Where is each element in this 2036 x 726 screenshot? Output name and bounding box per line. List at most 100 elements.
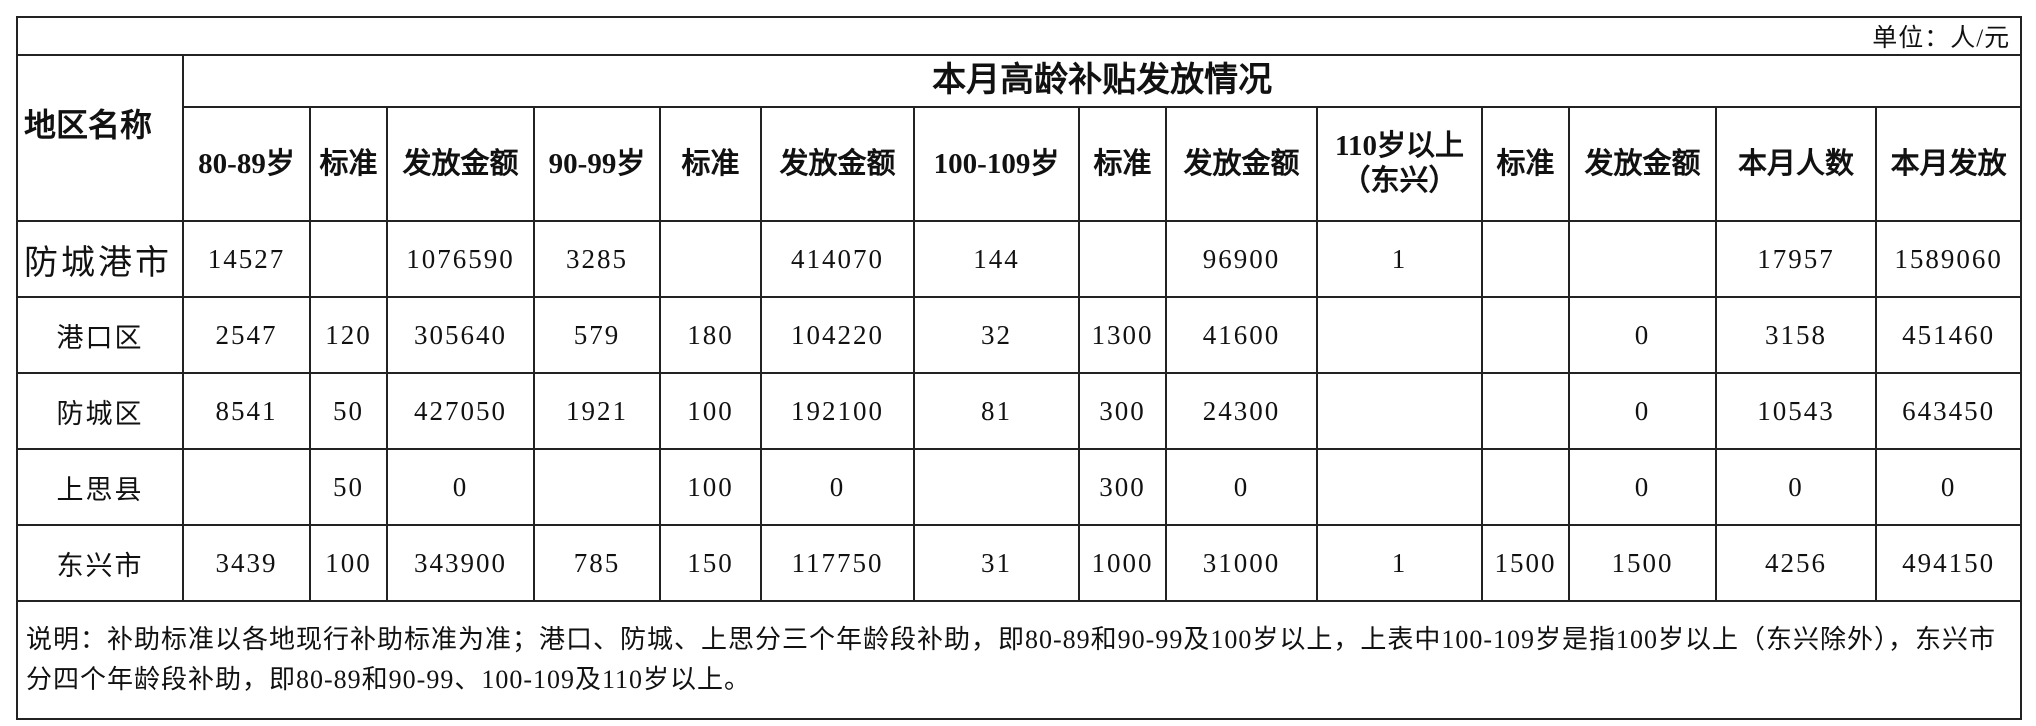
table-cell: 0 (1568, 296, 1717, 374)
table-cell: 414070 (760, 220, 915, 298)
table-cell: 96900 (1165, 220, 1318, 298)
column-header: 90-99岁 (533, 106, 661, 222)
column-header: 本月人数 (1715, 106, 1877, 222)
data-row: 港口区 2547 120 305640 579 180 104220 32 1300 41600 0… (16, 296, 2023, 374)
table-cell: 24300 (1165, 372, 1318, 450)
region-name: 港口区 (16, 296, 184, 374)
table-cell: 41600 (1165, 296, 1318, 374)
data-row: 防城港市 14527 1076590 3285 414070 144 96900 1 17957… (16, 220, 2023, 298)
table-cell: 100 (659, 448, 762, 526)
table-cell: 1500 (1568, 524, 1717, 602)
column-header: 地区名称 (16, 54, 184, 222)
table-cell: 14527 (182, 220, 311, 298)
table-cell: 1589060 (1874, 220, 2023, 298)
table-cell: 4256 (1715, 524, 1877, 602)
note-text: 说明：补助标准以各地现行补助标准为准；港口、防城、上思分三个年龄段补助，即80-… (15, 600, 2023, 720)
table-cell (533, 448, 661, 526)
table-cell (1481, 372, 1570, 450)
h1-row: 地区名称 本月高龄补贴发放情况 (16, 54, 2023, 222)
region-name: 东兴市 (16, 524, 184, 602)
region-name: 防城区 (16, 372, 184, 450)
table-title: 本月高龄补贴发放情况 (181, 54, 2023, 108)
column-header: 100-109岁 (913, 106, 1080, 222)
table-cell: 100 (309, 524, 388, 602)
table-cell (1481, 448, 1570, 526)
region-name: 防城港市 (16, 220, 184, 298)
table-cell: 1076590 (386, 220, 535, 298)
table-cell (182, 448, 311, 526)
table-cell: 192100 (760, 372, 915, 450)
table-cell: 643450 (1874, 372, 2023, 450)
column-header: 发放金额 (1568, 106, 1717, 222)
table-cell: 0 (1568, 448, 1717, 526)
table-cell (1316, 448, 1483, 526)
h2-row: 80-89岁 标准 发放金额 90-99岁 标准 发放金额 100-109岁 标准 发放金额 11… (17, 106, 2023, 222)
table-cell: 31000 (1165, 524, 1318, 602)
table-cell: 305640 (386, 296, 535, 374)
column-header: 80-89岁 (182, 106, 311, 222)
table-cell: 17957 (1715, 220, 1877, 298)
data-row: 防城区 8541 50 427050 1921 100 192100 81 300 24300 0 1… (16, 372, 2023, 450)
table-cell: 104220 (760, 296, 915, 374)
table-cell: 10543 (1715, 372, 1877, 450)
table-cell: 180 (659, 296, 762, 374)
table-cell: 8541 (182, 372, 311, 450)
table-cell: 300 (1078, 372, 1167, 450)
table-cell: 1 (1316, 524, 1483, 602)
table-cell (309, 220, 388, 298)
column-header: 标准 (1078, 106, 1167, 222)
table-cell: 150 (659, 524, 762, 602)
table-cell: 50 (309, 448, 388, 526)
table-cell (1078, 220, 1167, 298)
table-cell: 0 (1715, 448, 1877, 526)
subsidy-table: 单位：人/元 地区名称 本月高龄补贴发放情况 80-89岁 标准 发放金额 90-99岁 标准… (15, 16, 2023, 720)
table-cell: 3158 (1715, 296, 1877, 374)
note-row: 说明：补助标准以各地现行补助标准为准；港口、防城、上思分三个年龄段补助，即80-… (15, 600, 2023, 720)
column-header: 110岁以上 （东兴） (1316, 106, 1483, 222)
table-cell: 100 (659, 372, 762, 450)
column-header: 发放金额 (1165, 106, 1318, 222)
data-row: 东兴市 3439 100 343900 785 150 117750 31 1000 31000 1… (16, 524, 2023, 602)
table-cell: 1 (1316, 220, 1483, 298)
table-cell (1481, 296, 1570, 374)
table-cell: 300 (1078, 448, 1167, 526)
table-cell: 427050 (386, 372, 535, 450)
table-cell: 0 (1568, 372, 1717, 450)
table-cell: 0 (1874, 448, 2023, 526)
unit-row: 单位：人/元 (15, 16, 2023, 56)
table-cell (659, 220, 762, 298)
column-header: 发放金额 (386, 106, 535, 222)
table-cell (913, 448, 1080, 526)
table-cell: 0 (760, 448, 915, 526)
table-cell: 1921 (533, 372, 661, 450)
column-header: 本月发放 (1874, 106, 2023, 222)
table-cell: 1300 (1078, 296, 1167, 374)
table-cell: 32 (913, 296, 1080, 374)
table-cell: 1500 (1481, 524, 1570, 602)
table-cell: 120 (309, 296, 388, 374)
table-cell: 785 (533, 524, 661, 602)
table-cell: 81 (913, 372, 1080, 450)
column-header: 标准 (309, 106, 388, 222)
table-cell (1316, 296, 1483, 374)
table-cell (1568, 220, 1717, 298)
table-cell: 50 (309, 372, 388, 450)
column-header: 标准 (659, 106, 762, 222)
table-cell (1316, 372, 1483, 450)
region-name: 上思县 (16, 448, 184, 526)
table-cell: 3439 (182, 524, 311, 602)
table-cell: 2547 (182, 296, 311, 374)
column-header: 标准 (1481, 106, 1570, 222)
table-cell: 579 (533, 296, 661, 374)
table-cell: 494150 (1874, 524, 2023, 602)
table-cell: 1000 (1078, 524, 1167, 602)
table-cell: 0 (1165, 448, 1318, 526)
table-cell: 31 (913, 524, 1080, 602)
table-cell: 0 (386, 448, 535, 526)
table-cell: 343900 (386, 524, 535, 602)
table-cell: 451460 (1874, 296, 2023, 374)
column-header: 发放金额 (760, 106, 915, 222)
unit-label: 单位：人/元 (15, 16, 2023, 56)
table-cell: 3285 (533, 220, 661, 298)
